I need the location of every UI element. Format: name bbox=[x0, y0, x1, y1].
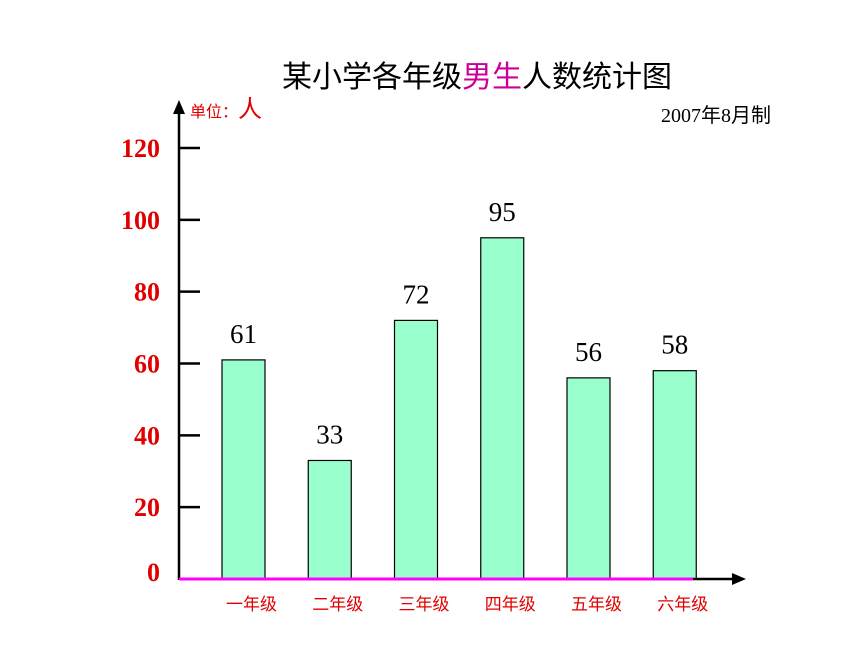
x-tick-label: 六年级 bbox=[657, 595, 708, 615]
x-tick-labels-layer: 一年级 二年级 三年级 四年级 五年级 六年级 bbox=[226, 595, 708, 615]
chart-title-part-1: 某小学各年级 bbox=[282, 60, 462, 95]
y-ticks-layer: 0 20 40 60 80 100 120 bbox=[121, 134, 200, 587]
x-tick-label: 五年级 bbox=[571, 595, 622, 615]
data-labels-layer: 61 33 72 95 56 58 bbox=[230, 197, 688, 450]
bar bbox=[393, 319, 439, 580]
bar bbox=[566, 377, 611, 580]
y-axis-arrow bbox=[173, 100, 185, 114]
data-label: 95 bbox=[489, 197, 516, 227]
bar bbox=[307, 459, 352, 580]
bar bbox=[480, 237, 525, 580]
x-tick-label: 二年级 bbox=[312, 595, 363, 615]
date-note: 2007年8月制 bbox=[661, 104, 771, 127]
x-axis-arrow bbox=[732, 573, 746, 585]
x-tick-label: 四年级 bbox=[485, 595, 536, 615]
chart-title-highlight: 男生 bbox=[462, 60, 522, 95]
y-tick-label: 60 bbox=[134, 350, 160, 379]
data-label: 72 bbox=[403, 279, 430, 309]
x-tick-label: 三年级 bbox=[399, 595, 450, 615]
data-label: 61 bbox=[230, 319, 257, 349]
data-label: 33 bbox=[316, 419, 343, 449]
bar bbox=[221, 359, 266, 580]
y-tick-label: 20 bbox=[134, 493, 160, 522]
y-tick-label: 0 bbox=[147, 558, 160, 587]
bar bbox=[652, 370, 697, 580]
y-tick-label: 100 bbox=[121, 206, 160, 235]
unit-label-prefix: 单位： bbox=[190, 102, 238, 121]
chart-title-part-3: 人数统计图 bbox=[522, 60, 672, 95]
unit-label-value: 人 bbox=[238, 95, 262, 123]
y-tick-label: 40 bbox=[134, 421, 160, 450]
y-tick-label: 80 bbox=[134, 278, 160, 307]
chart-title: 某小学各年级男生人数统计图 bbox=[282, 60, 672, 95]
unit-label: 单位：人 bbox=[190, 95, 262, 123]
data-label: 58 bbox=[661, 330, 688, 360]
x-tick-label: 一年级 bbox=[226, 595, 277, 615]
bars-layer bbox=[221, 237, 697, 580]
data-label: 56 bbox=[575, 337, 602, 367]
y-tick-label: 120 bbox=[121, 134, 160, 163]
